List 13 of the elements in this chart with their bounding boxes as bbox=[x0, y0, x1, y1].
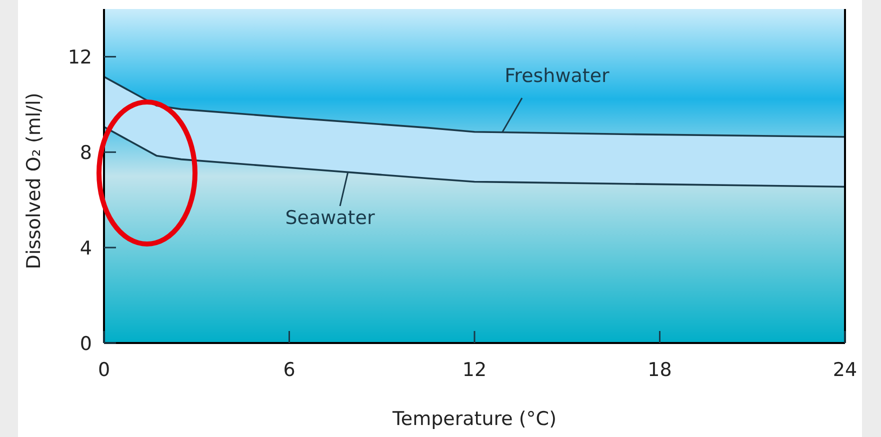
x-tick-label: 24 bbox=[832, 359, 858, 381]
y-axis-title: Dissolved O₂ (ml/l) bbox=[23, 92, 45, 270]
x-tick-label: 0 bbox=[98, 359, 110, 381]
y-tick-label: 8 bbox=[80, 142, 92, 164]
y-tick-label: 12 bbox=[68, 46, 92, 69]
text: Freshwater bbox=[504, 65, 610, 87]
x-axis-title: Temperature (°C) bbox=[392, 408, 556, 430]
y-tick-label: 4 bbox=[80, 238, 92, 260]
x-tick-label: 6 bbox=[283, 359, 296, 381]
legend-label: Seawater bbox=[285, 207, 375, 229]
x-tick-label: 12 bbox=[462, 359, 487, 381]
y-tick-label: 0 bbox=[80, 333, 92, 355]
x-tick-label: 18 bbox=[648, 359, 672, 381]
